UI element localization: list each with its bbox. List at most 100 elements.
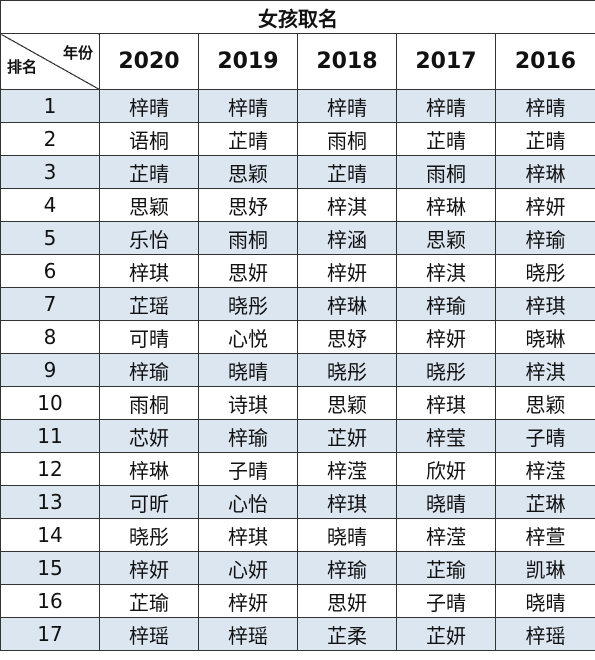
name-cell: 梓萱 — [495, 518, 595, 552]
name-cell: 晓彤 — [297, 353, 397, 387]
name-cell: 梓涵 — [297, 221, 397, 255]
name-cell: 芷晴 — [198, 122, 298, 156]
table-row: 3 芷晴 思颖 芷晴 雨桐 梓琳 — [0, 155, 595, 189]
name-cell: 梓晴 — [396, 89, 496, 123]
table-row: 14 晓彤 梓琪 晓晴 梓滢 梓萱 — [0, 518, 595, 552]
name-cell: 梓琳 — [495, 155, 595, 189]
rank-cell: 16 — [0, 584, 100, 618]
year-header: 2017 — [396, 33, 496, 90]
name-cell: 心悦 — [198, 320, 298, 354]
name-cell: 梓淇 — [396, 254, 496, 288]
name-cell: 梓琪 — [198, 518, 298, 552]
name-cell: 梓妍 — [198, 584, 298, 618]
name-cell: 思颖 — [99, 188, 199, 222]
rank-cell: 14 — [0, 518, 100, 552]
name-cell: 雨桐 — [99, 386, 199, 420]
name-cell: 梓瑜 — [396, 287, 496, 321]
rank-cell: 8 — [0, 320, 100, 354]
name-cell: 芷晴 — [99, 155, 199, 189]
name-cell: 语桐 — [99, 122, 199, 156]
rank-cell: 6 — [0, 254, 100, 288]
name-cell: 晓晴 — [198, 353, 298, 387]
name-cell: 诗琪 — [198, 386, 298, 420]
name-cell: 晓彤 — [99, 518, 199, 552]
name-cell: 芷晴 — [396, 122, 496, 156]
name-cell: 思妤 — [198, 188, 298, 222]
table-row: 17 梓瑶 梓瑶 芷柔 芷妍 梓瑶 — [0, 617, 595, 651]
table-row: 5 乐怡 雨桐 梓涵 思颖 梓瑜 — [0, 221, 595, 255]
name-cell: 雨桐 — [297, 122, 397, 156]
table-row: 4 思颖 思妤 梓淇 梓琳 梓妍 — [0, 188, 595, 222]
corner-rank-label: 排名 — [7, 58, 38, 76]
year-header: 2016 — [495, 33, 595, 90]
name-cell: 梓晴 — [495, 89, 595, 123]
name-cell: 可晴 — [99, 320, 199, 354]
name-cell: 思妍 — [198, 254, 298, 288]
name-cell: 梓淇 — [495, 353, 595, 387]
name-cell: 思颖 — [297, 386, 397, 420]
rank-cell: 17 — [0, 617, 100, 651]
name-cell: 子晴 — [495, 419, 595, 453]
name-cell: 梓晴 — [198, 89, 298, 123]
rank-cell: 13 — [0, 485, 100, 519]
year-header: 2020 — [99, 33, 199, 90]
table-row: 16 芷瑜 梓妍 思妍 子晴 晓晴 — [0, 584, 595, 618]
name-cell: 思妍 — [297, 584, 397, 618]
name-cell: 梓瑜 — [495, 221, 595, 255]
table-row: 13 可昕 心怡 梓琪 晓晴 芷琳 — [0, 485, 595, 519]
year-header: 2019 — [198, 33, 298, 90]
name-cell: 思颖 — [396, 221, 496, 255]
name-cell: 晓彤 — [198, 287, 298, 321]
header-row: 年份 排名 2020 2019 2018 2017 2016 — [0, 33, 595, 90]
name-cell: 芷晴 — [297, 155, 397, 189]
name-cell: 晓琳 — [495, 320, 595, 354]
rank-cell: 4 — [0, 188, 100, 222]
name-cell: 梓琪 — [297, 485, 397, 519]
name-cell: 梓妍 — [99, 551, 199, 585]
name-cell: 晓晴 — [396, 485, 496, 519]
name-cell: 芷瑶 — [99, 287, 199, 321]
name-cell: 芷妍 — [297, 419, 397, 453]
name-cell: 芷瑜 — [99, 584, 199, 618]
table-row: 7 芷瑶 晓彤 梓琳 梓瑜 梓琪 — [0, 287, 595, 321]
rank-cell: 5 — [0, 221, 100, 255]
table-row: 2 语桐 芷晴 雨桐 芷晴 芷晴 — [0, 122, 595, 156]
name-cell: 梓琳 — [99, 452, 199, 486]
name-cell: 梓琪 — [495, 287, 595, 321]
name-cell: 可昕 — [99, 485, 199, 519]
name-cell: 梓瑜 — [99, 353, 199, 387]
rank-cell: 7 — [0, 287, 100, 321]
name-cell: 凯琳 — [495, 551, 595, 585]
name-cell: 雨桐 — [198, 221, 298, 255]
name-cell: 欣妍 — [396, 452, 496, 486]
name-cell: 梓淇 — [297, 188, 397, 222]
name-cell: 晓晴 — [297, 518, 397, 552]
table-row: 12 梓琳 子晴 梓滢 欣妍 梓滢 — [0, 452, 595, 486]
name-cell: 梓瑶 — [495, 617, 595, 651]
name-cell: 思颖 — [198, 155, 298, 189]
corner-header: 年份 排名 — [0, 33, 100, 90]
name-cell: 乐怡 — [99, 221, 199, 255]
name-cell: 芷瑜 — [396, 551, 496, 585]
table-row: 6 梓琪 思妍 梓妍 梓淇 晓彤 — [0, 254, 595, 288]
rank-cell: 11 — [0, 419, 100, 453]
rank-cell: 1 — [0, 89, 100, 123]
name-cell: 晓晴 — [495, 584, 595, 618]
name-cell: 梓瑜 — [297, 551, 397, 585]
name-cell: 心妍 — [198, 551, 298, 585]
name-cell: 梓晴 — [297, 89, 397, 123]
name-cell: 梓琳 — [297, 287, 397, 321]
name-cell: 芷柔 — [297, 617, 397, 651]
name-cell: 思颖 — [495, 386, 595, 420]
name-cell: 思妤 — [297, 320, 397, 354]
name-cell: 梓瑜 — [198, 419, 298, 453]
rank-cell: 10 — [0, 386, 100, 420]
name-cell: 梓琪 — [99, 254, 199, 288]
name-cell: 梓晴 — [99, 89, 199, 123]
name-cell: 梓滢 — [297, 452, 397, 486]
name-cell: 晓彤 — [396, 353, 496, 387]
name-cell: 梓瑶 — [99, 617, 199, 651]
corner-year-label: 年份 — [62, 44, 93, 62]
table-row: 9 梓瑜 晓晴 晓彤 晓彤 梓淇 — [0, 353, 595, 387]
